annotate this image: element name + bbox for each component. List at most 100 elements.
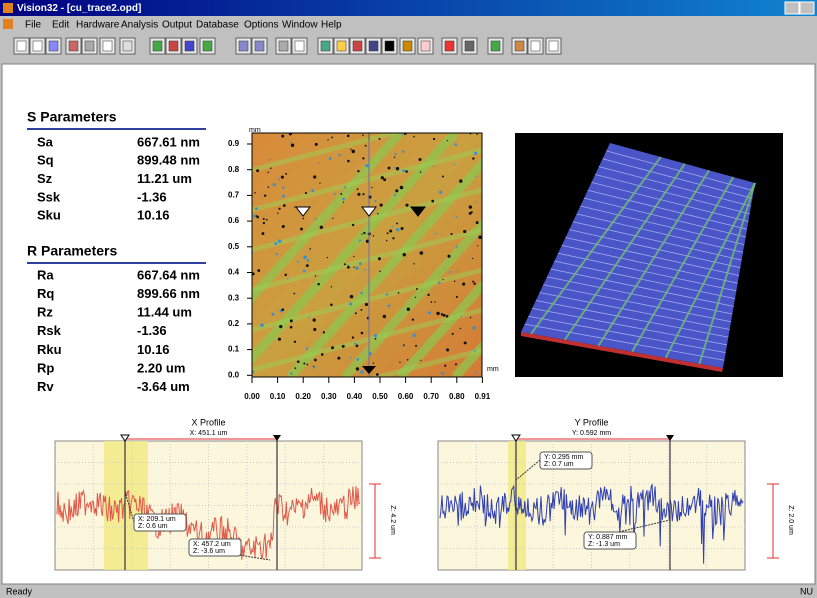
defect — [340, 193, 342, 195]
menu-item[interactable]: Hardware — [76, 20, 120, 31]
defect — [472, 326, 475, 329]
x-tick-label: 0.60 — [398, 392, 414, 401]
defect — [444, 365, 446, 367]
defect — [452, 333, 454, 335]
axis-unit: mm — [487, 366, 499, 373]
defect — [363, 232, 365, 234]
minimize-button[interactable] — [785, 2, 799, 14]
defect — [464, 341, 467, 344]
defect — [354, 343, 356, 345]
defect — [268, 186, 270, 188]
menu-item[interactable]: Database — [196, 20, 239, 31]
defect — [398, 292, 400, 294]
defect — [356, 367, 359, 370]
defect — [282, 195, 285, 198]
tool-icon — [421, 41, 430, 51]
defect — [264, 194, 266, 196]
defect — [350, 357, 352, 359]
section-title: S Parameters — [27, 109, 117, 125]
defect — [306, 264, 309, 267]
defect — [379, 271, 380, 272]
defect — [386, 240, 387, 241]
menu-item[interactable]: Help — [321, 20, 342, 31]
profile-title: X Profile — [191, 417, 225, 427]
window-controls[interactable] — [785, 2, 814, 14]
defect — [415, 345, 417, 347]
defect — [331, 346, 334, 349]
defect — [278, 338, 281, 341]
defect — [319, 183, 320, 184]
maximize-button[interactable] — [800, 2, 814, 14]
menu-item[interactable]: Analysis — [121, 20, 158, 31]
defect — [472, 281, 474, 283]
menu-item[interactable]: Options — [244, 20, 278, 31]
param-name: Sa — [37, 134, 54, 149]
range-label: Z: 4.2 um — [389, 505, 396, 535]
y-tick-label: 0.0 — [228, 370, 240, 379]
defect — [365, 164, 368, 167]
defect — [442, 176, 444, 178]
defect — [428, 311, 431, 314]
defect — [279, 325, 282, 328]
defect — [459, 179, 462, 182]
defect — [431, 301, 433, 303]
defect — [364, 269, 365, 270]
defect — [476, 134, 477, 135]
defect — [317, 283, 320, 286]
defect — [263, 218, 265, 220]
defect — [383, 178, 386, 181]
defect — [388, 304, 391, 307]
defect — [394, 194, 396, 196]
tool-icon — [279, 41, 288, 51]
defect — [360, 370, 363, 373]
param-value: 10.16 — [137, 342, 170, 357]
tool-icon — [123, 41, 132, 51]
defect — [412, 318, 414, 320]
defect — [460, 328, 461, 329]
callout-text: X: 209.1 um — [138, 516, 176, 523]
tool-icon — [185, 41, 194, 51]
defect — [327, 139, 328, 140]
menu-item[interactable]: Edit — [52, 20, 69, 31]
callout-text: Z: -1.3 um — [588, 541, 620, 548]
defect — [402, 134, 403, 135]
defect — [381, 176, 384, 179]
defect — [284, 274, 286, 276]
app-window: Vision32 - [cu_trace2.opd] FileEditHardw… — [0, 0, 817, 598]
defect — [431, 200, 434, 203]
defect — [353, 266, 354, 267]
defect — [356, 345, 359, 348]
status-indicator: NU — [800, 586, 813, 596]
defect — [415, 297, 416, 298]
menu-item[interactable]: Window — [282, 20, 318, 31]
defect — [402, 345, 404, 347]
defect — [476, 372, 478, 374]
tool-icon — [515, 41, 524, 51]
defect — [347, 266, 350, 269]
defect — [321, 353, 324, 356]
tool-icon — [169, 41, 178, 51]
tool-icon — [103, 41, 112, 51]
defect — [469, 212, 472, 215]
defect — [413, 263, 414, 264]
param-value: 11.44 um — [137, 305, 192, 320]
x-tick-label: 0.20 — [295, 392, 311, 401]
tool-icon — [85, 41, 94, 51]
cursor-readout: X: 451.1 um — [190, 430, 228, 437]
defect — [377, 213, 379, 215]
defect — [402, 150, 404, 152]
menu-item[interactable]: File — [25, 20, 42, 31]
defect — [290, 319, 293, 322]
defect — [457, 271, 458, 272]
x-tick-label: 0.00 — [244, 392, 260, 401]
defect — [420, 360, 421, 361]
defect — [347, 264, 349, 266]
defect — [352, 336, 354, 338]
defect — [401, 227, 404, 230]
menu-item[interactable]: Output — [162, 20, 192, 31]
defect — [475, 176, 476, 177]
defect — [303, 270, 306, 273]
param-name: Rp — [37, 360, 54, 375]
defect — [297, 360, 300, 363]
defect — [474, 152, 477, 155]
